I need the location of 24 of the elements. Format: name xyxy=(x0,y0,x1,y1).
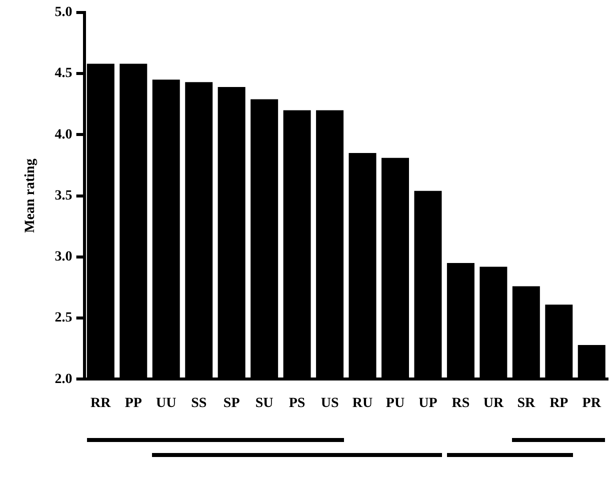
x-tick-label: PS xyxy=(288,396,306,412)
x-tick-label: SS xyxy=(191,396,207,412)
y-tick-label: 4.0 xyxy=(54,127,72,142)
y-tick-label: 3.5 xyxy=(54,188,72,204)
y-tick-label: 5.0 xyxy=(54,5,72,20)
x-tick-label: PU xyxy=(386,396,405,412)
x-tick-label: UR xyxy=(483,396,504,412)
x-tick-label: PP xyxy=(124,396,142,412)
x-tick-label: SR xyxy=(517,396,536,412)
y-axis-title: Mean rating xyxy=(23,158,38,233)
x-tick-label: US xyxy=(320,396,339,412)
x-tick-label: RP xyxy=(550,396,569,412)
y-tick-label: 3.0 xyxy=(54,250,72,265)
y-tick-label: 2.5 xyxy=(54,310,72,326)
x-tick-label: RS xyxy=(452,396,470,412)
x-tick-label: RU xyxy=(352,396,373,412)
x-tick-label: SP xyxy=(223,396,240,412)
x-tick-label: PR xyxy=(582,396,602,412)
x-tick-label: UU xyxy=(156,396,176,412)
x-tick-label: RR xyxy=(90,396,112,412)
y-tick-label: 4.5 xyxy=(54,66,72,82)
x-tick-label: SU xyxy=(255,396,274,412)
x-tick-label: UP xyxy=(418,396,438,412)
y-tick-label: 2.0 xyxy=(54,372,72,387)
